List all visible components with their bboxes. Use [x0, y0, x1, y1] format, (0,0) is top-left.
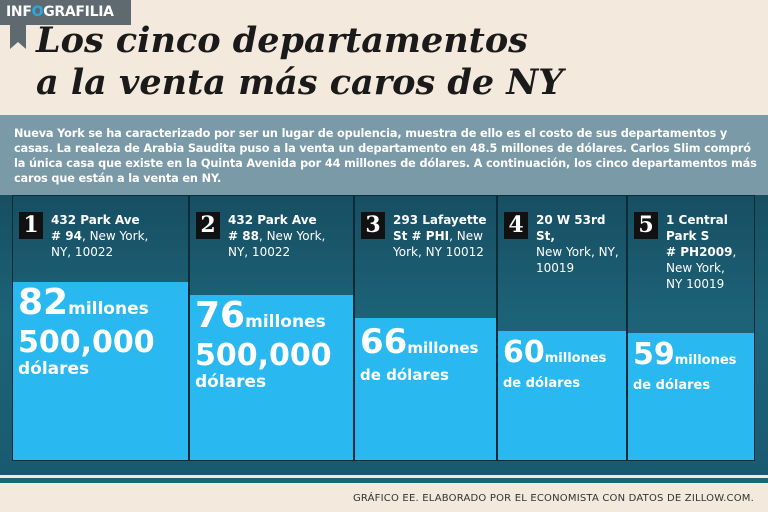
value-unit: millones	[245, 312, 326, 332]
address-line: # 94, New York,	[51, 229, 149, 243]
address-unit: St # PHI	[393, 229, 450, 243]
value-currency: de dólares	[360, 366, 449, 384]
listing-column: 3 293 Lafayette St # PHI, New York, NY 1001…	[354, 195, 497, 461]
address-line: 432 Park Ave	[228, 212, 325, 228]
value-bar: 60millones de dólares	[498, 331, 626, 460]
address-unit: # 94	[51, 229, 82, 243]
badge-text-start: INF	[6, 4, 32, 20]
address-street: 293 Lafayette	[393, 213, 487, 227]
value-main: 59millones	[633, 339, 736, 377]
address-line: # PH2009,	[666, 245, 737, 259]
address-street: 432 Park Ave	[51, 213, 140, 227]
value-label: 66millones de dólares	[360, 324, 478, 384]
address-line: 10019	[536, 261, 575, 275]
value-number: 59	[633, 337, 675, 372]
listing-address: 432 Park Ave # 94, New York, NY, 10022	[51, 212, 148, 260]
rank-badge: 1	[19, 212, 43, 239]
listing-column: 5 1 Central Park S # PH2009, New York, NY 100…	[627, 195, 755, 461]
rank-badge: 5	[634, 212, 658, 239]
address-line: 1 Central	[666, 212, 736, 228]
address-line: New York, NY,	[536, 245, 619, 259]
chart-panel: 1 432 Park Ave # 94, New York, NY, 10022 82m…	[0, 195, 768, 475]
value-label: 59millones de dólares	[633, 339, 736, 395]
address-line: 293 Lafayette	[393, 212, 487, 228]
value-label: 60millones de dólares	[503, 337, 606, 393]
address-unit: # PH2009	[666, 245, 733, 259]
value-main: 60millones	[503, 337, 606, 375]
badge-text-o: O	[31, 4, 44, 20]
address-line: 432 Park Ave	[51, 212, 148, 228]
value-currency: dólares	[18, 359, 90, 379]
value-main: 82millones	[18, 284, 155, 328]
value-main: 76millones	[195, 297, 332, 341]
value-bar: 59millones de dólares	[628, 333, 754, 460]
value-unit: millones	[544, 351, 607, 366]
address-unit: # 88	[228, 229, 259, 243]
page-title: Los cinco departamentos a la venta más c…	[36, 20, 756, 104]
value-unit: millones	[407, 339, 479, 357]
value-label: 82millones 500,000 dólares	[18, 284, 155, 380]
value-bar: 66millones de dólares	[355, 318, 496, 460]
footer: GRÁFICO EE. ELABORADO POR EL ECONOMISTA …	[0, 475, 768, 512]
value-thousands: 500,000	[195, 338, 332, 373]
value-unit: millones	[674, 353, 737, 368]
address-unit: Park S	[666, 229, 710, 243]
title-line-1: Los cinco departamentos	[36, 20, 528, 61]
intro-box: Nueva York se ha caracterizado por ser u…	[0, 115, 768, 195]
bookmark-icon	[10, 25, 26, 49]
listing-address: 20 W 53rd St, New York, NY, 10019	[536, 212, 626, 276]
value-bar: 82millones 500,000 dólares	[13, 282, 188, 460]
intro-text: Nueva York se ha caracterizado por ser u…	[14, 127, 757, 185]
value-number: 76	[195, 295, 246, 336]
listing-address: 1 Central Park S # PH2009, New York, NY 1001…	[666, 212, 736, 292]
address-line: Park S	[666, 228, 736, 244]
listing-address: 432 Park Ave # 88, New York, NY, 10022	[228, 212, 325, 260]
listing-column: 1 432 Park Ave # 94, New York, NY, 10022 82m…	[12, 195, 189, 461]
address-line: New York,	[666, 261, 725, 275]
address-line: York, NY 10012	[393, 245, 484, 259]
value-number: 60	[503, 335, 545, 370]
value-number: 66	[360, 322, 408, 362]
address-line: NY 10019	[666, 277, 725, 291]
value-currency: de dólares	[633, 378, 711, 393]
value-currency: dólares	[195, 372, 267, 392]
address-street: 1 Central	[666, 213, 728, 227]
address-street: 20 W 53rd St,	[536, 213, 606, 243]
listing-column: 4 20 W 53rd St, New York, NY, 10019 60millon…	[497, 195, 627, 461]
value-unit: millones	[68, 299, 149, 319]
value-currency: de dólares	[503, 376, 581, 391]
source-credit: GRÁFICO EE. ELABORADO POR EL ECONOMISTA …	[352, 493, 754, 504]
badge-text-end: GRAFILIA	[43, 4, 114, 20]
address-line: NY, 10022	[228, 245, 291, 259]
address-line: 20 W 53rd St,	[536, 212, 626, 244]
address-street: 432 Park Ave	[228, 213, 317, 227]
section-badge: INFOGRAFILIA	[0, 0, 131, 25]
listing-column: 2 432 Park Ave # 88, New York, NY, 10022 76m…	[189, 195, 354, 461]
address-line: St # PHI, New	[393, 229, 483, 243]
value-number: 82	[18, 282, 69, 323]
address-line: # 88, New York,	[228, 229, 326, 243]
rank-badge: 2	[196, 212, 220, 239]
footer-stripe	[0, 478, 768, 483]
header: INFOGRAFILIA Los cinco departamentos a l…	[0, 0, 768, 115]
value-bar: 76millones 500,000 dólares	[190, 295, 353, 460]
value-label: 76millones 500,000 dólares	[195, 297, 332, 393]
rank-badge: 3	[361, 212, 385, 239]
address-line: NY, 10022	[51, 245, 114, 259]
listing-address: 293 Lafayette St # PHI, New York, NY 10012	[393, 212, 487, 260]
title-line-2: a la venta más caros de NY	[36, 62, 564, 103]
value-thousands: 500,000	[18, 325, 155, 360]
value-main: 66millones	[360, 324, 478, 366]
rank-badge: 4	[504, 212, 528, 239]
